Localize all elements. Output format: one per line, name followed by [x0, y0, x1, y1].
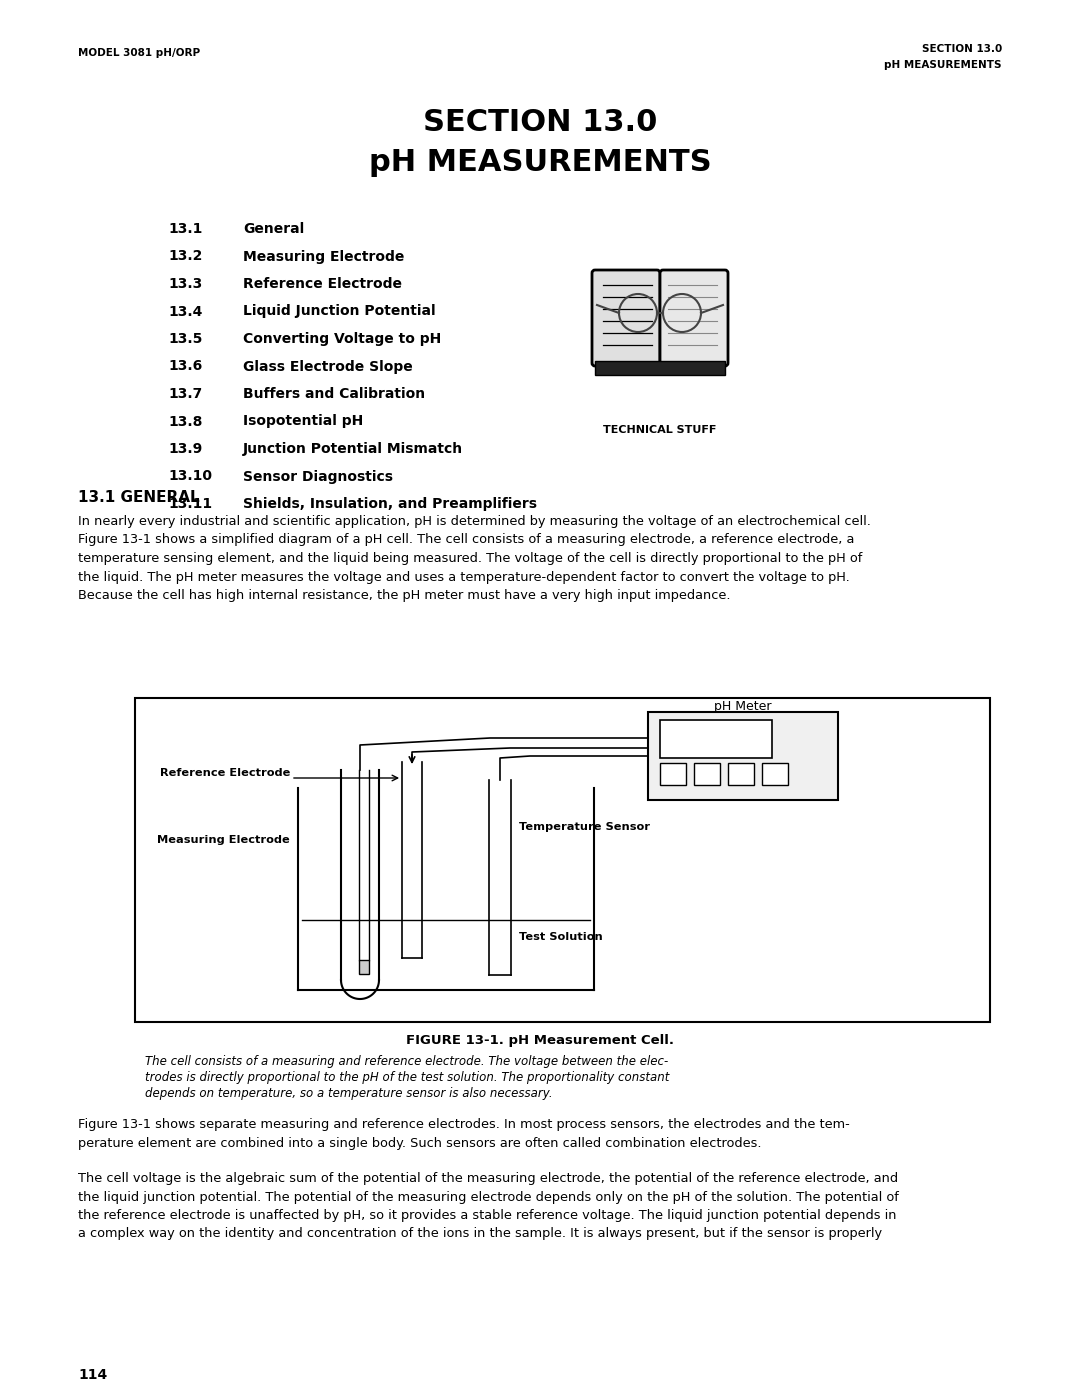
- Text: 114: 114: [78, 1368, 107, 1382]
- Text: the reference electrode is unaffected by pH, so it provides a stable reference v: the reference electrode is unaffected by…: [78, 1208, 896, 1222]
- Text: Figure 13-1 shows separate measuring and reference electrodes. In most process s: Figure 13-1 shows separate measuring and…: [78, 1118, 850, 1132]
- Text: 13.9: 13.9: [168, 441, 202, 455]
- Text: 13.7: 13.7: [168, 387, 202, 401]
- Text: perature element are combined into a single body. Such sensors are often called : perature element are combined into a sin…: [78, 1137, 761, 1150]
- Text: 13.10: 13.10: [168, 469, 212, 483]
- Text: 13.3: 13.3: [168, 277, 202, 291]
- Text: the liquid junction potential. The potential of the measuring electrode depends : the liquid junction potential. The poten…: [78, 1190, 899, 1203]
- Text: Isopotential pH: Isopotential pH: [243, 415, 363, 429]
- Text: Junction Potential Mismatch: Junction Potential Mismatch: [243, 441, 463, 455]
- FancyBboxPatch shape: [592, 270, 660, 366]
- Bar: [728, 763, 754, 785]
- Bar: [762, 763, 788, 785]
- Text: depends on temperature, so a temperature sensor is also necessary.: depends on temperature, so a temperature…: [145, 1087, 553, 1099]
- Text: Reference Electrode: Reference Electrode: [243, 277, 402, 291]
- Text: Test Solution: Test Solution: [519, 932, 603, 942]
- Text: Glass Electrode Slope: Glass Electrode Slope: [243, 359, 413, 373]
- Text: The cell voltage is the algebraic sum of the potential of the measuring electrod: The cell voltage is the algebraic sum of…: [78, 1172, 899, 1185]
- Text: a complex way on the identity and concentration of the ions in the sample. It is: a complex way on the identity and concen…: [78, 1228, 882, 1241]
- Text: TECHNICAL STUFF: TECHNICAL STUFF: [604, 425, 717, 434]
- Text: pH MEASUREMENTS: pH MEASUREMENTS: [368, 148, 712, 177]
- Text: Converting Voltage to pH: Converting Voltage to pH: [243, 332, 442, 346]
- Bar: [694, 763, 720, 785]
- Text: The cell consists of a measuring and reference electrode. The voltage between th: The cell consists of a measuring and ref…: [145, 1055, 669, 1067]
- Text: Measuring Electrode: Measuring Electrode: [243, 250, 404, 264]
- Text: Measuring Electrode: Measuring Electrode: [158, 835, 291, 845]
- Text: MODEL 3081 pH/ORP: MODEL 3081 pH/ORP: [78, 47, 200, 59]
- Text: 13.4: 13.4: [168, 305, 202, 319]
- Text: pH MEASUREMENTS: pH MEASUREMENTS: [885, 60, 1002, 70]
- Bar: [135, 698, 990, 1023]
- Text: FIGURE 13-1. pH Measurement Cell.: FIGURE 13-1. pH Measurement Cell.: [406, 1034, 674, 1046]
- Text: Figure 13-1 shows a simplified diagram of a pH cell. The cell consists of a meas: Figure 13-1 shows a simplified diagram o…: [78, 534, 854, 546]
- FancyBboxPatch shape: [660, 270, 728, 366]
- Text: 13.1: 13.1: [168, 222, 202, 236]
- Text: 13.1 GENERAL: 13.1 GENERAL: [78, 490, 200, 504]
- Text: temperature sensing element, and the liquid being measured. The voltage of the c: temperature sensing element, and the liq…: [78, 552, 862, 564]
- Text: 13.6: 13.6: [168, 359, 202, 373]
- Bar: [660, 719, 771, 757]
- Text: Sensor Diagnostics: Sensor Diagnostics: [243, 469, 393, 483]
- Text: pH Meter: pH Meter: [714, 700, 772, 712]
- Text: Because the cell has high internal resistance, the pH meter must have a very hig: Because the cell has high internal resis…: [78, 590, 730, 602]
- Bar: [648, 712, 838, 800]
- Text: Buffers and Calibration: Buffers and Calibration: [243, 387, 426, 401]
- Text: the liquid. The pH meter measures the voltage and uses a temperature-dependent f: the liquid. The pH meter measures the vo…: [78, 570, 850, 584]
- Text: Temperature Sensor: Temperature Sensor: [519, 821, 650, 833]
- Text: Reference Electrode: Reference Electrode: [160, 768, 291, 778]
- Text: SECTION 13.0: SECTION 13.0: [921, 43, 1002, 54]
- Text: 13.5: 13.5: [168, 332, 202, 346]
- Text: In nearly every industrial and scientific application, pH is determined by measu: In nearly every industrial and scientifi…: [78, 515, 870, 528]
- Bar: [359, 960, 369, 974]
- Bar: [595, 360, 725, 374]
- Text: 13.2: 13.2: [168, 250, 202, 264]
- Text: 13.11: 13.11: [168, 497, 212, 511]
- Text: Shields, Insulation, and Preamplifiers: Shields, Insulation, and Preamplifiers: [243, 497, 537, 511]
- Text: General: General: [243, 222, 305, 236]
- Text: 13.8: 13.8: [168, 415, 202, 429]
- Bar: [660, 763, 686, 785]
- Text: SECTION 13.0: SECTION 13.0: [422, 108, 658, 137]
- Text: trodes is directly proportional to the pH of the test solution. The proportional: trodes is directly proportional to the p…: [145, 1071, 670, 1084]
- Text: Liquid Junction Potential: Liquid Junction Potential: [243, 305, 435, 319]
